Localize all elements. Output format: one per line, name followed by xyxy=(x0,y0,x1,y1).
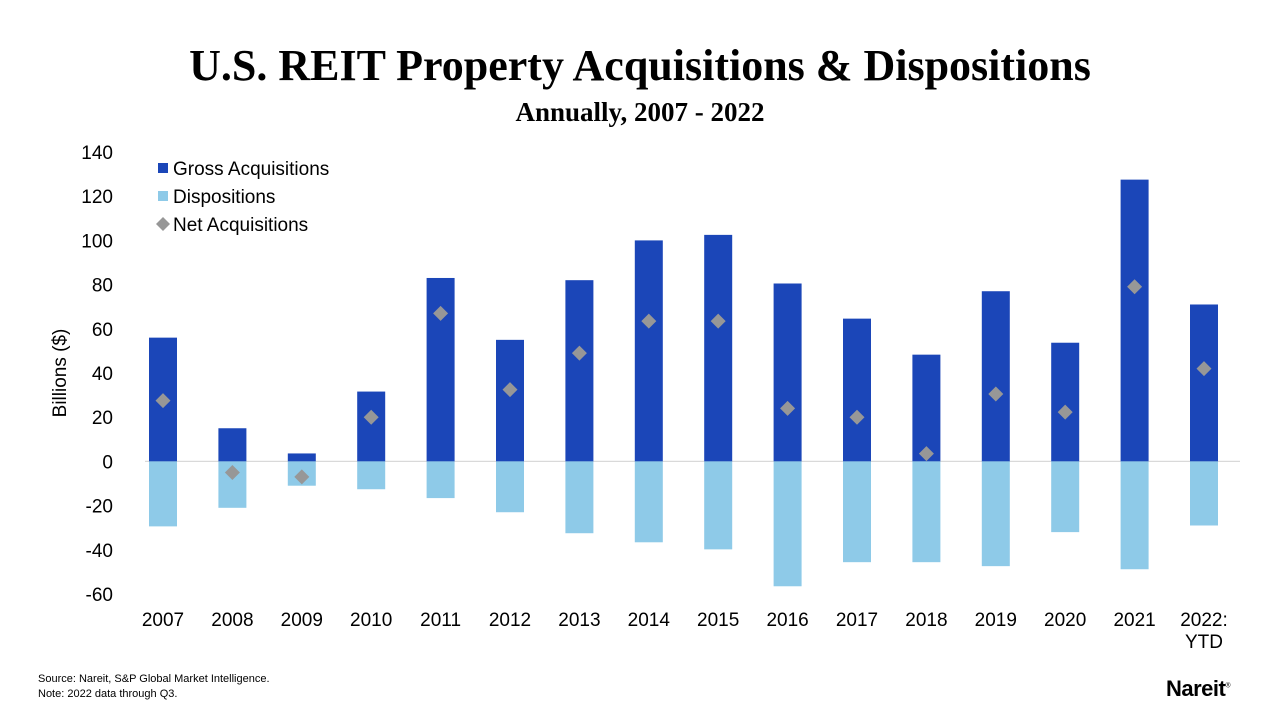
gross-acquisitions-bar xyxy=(912,354,941,462)
net-acquisitions-marker xyxy=(224,464,240,480)
x-tick-label: 2007 xyxy=(142,610,184,631)
net-acquisitions-marker xyxy=(433,305,449,321)
gross-acquisitions-bar xyxy=(1120,179,1149,462)
gross-acquisitions-bar xyxy=(287,453,316,462)
gross-acquisitions-bar xyxy=(773,283,802,462)
gross-acquisitions-bar xyxy=(565,280,594,462)
note-text: Note: 2022 data through Q3. xyxy=(38,688,178,700)
net-acquisitions-marker xyxy=(1196,361,1212,377)
gross-acquisitions-bar xyxy=(704,234,733,462)
net-acquisitions-marker xyxy=(849,409,865,425)
x-tick-label: 2016 xyxy=(766,610,808,631)
gross-acquisitions-bar xyxy=(1051,342,1080,462)
nareit-logo: Nareit® xyxy=(1166,676,1231,701)
x-tick-label: 2020 xyxy=(1044,610,1086,631)
x-tick-label: 2018 xyxy=(905,610,947,631)
x-tick-label: 2017 xyxy=(836,610,878,631)
legend-label: Net Acquisitions xyxy=(173,215,308,236)
x-tick-label: 2009 xyxy=(281,610,323,631)
y-tick-label: 20 xyxy=(92,408,113,429)
dispositions-bar xyxy=(1120,461,1149,570)
x-tick-label: 2008 xyxy=(211,610,253,631)
dispositions-bar xyxy=(149,461,177,527)
x-tick-label: 2013 xyxy=(558,610,600,631)
dispositions-bar xyxy=(704,461,733,550)
net-acquisitions-marker xyxy=(641,313,657,329)
logo-text: Nareit xyxy=(1166,676,1226,701)
net-acquisitions-marker xyxy=(710,313,726,329)
x-tick-label: 2021 xyxy=(1113,610,1155,631)
x-tick-label: 2012 xyxy=(489,610,531,631)
dispositions-bar xyxy=(565,461,594,534)
chart-title: U.S. REIT Property Acquisitions & Dispos… xyxy=(189,41,1091,90)
dispositions-bar xyxy=(426,461,455,499)
y-tick-label: 140 xyxy=(81,143,113,164)
gross-acquisitions-bar xyxy=(634,240,663,462)
net-acquisitions-marker xyxy=(780,400,796,416)
dispositions-bar xyxy=(496,461,524,513)
dispositions-bar xyxy=(1190,461,1218,526)
gross-acquisitions-bar xyxy=(357,391,386,462)
dispositions-bar xyxy=(843,461,871,563)
y-tick-label: -60 xyxy=(86,585,113,606)
y-tick-label: 0 xyxy=(102,452,113,473)
dispositions-bar xyxy=(981,461,1010,567)
net-acquisitions-marker xyxy=(294,469,310,485)
y-tick-label: 80 xyxy=(92,276,113,297)
y-tick-label: -40 xyxy=(86,541,113,562)
y-tick-label: -20 xyxy=(86,497,113,518)
x-tick-label: 2014 xyxy=(628,610,671,631)
legend-label: Gross Acquisitions xyxy=(173,159,329,180)
y-tick-label: 40 xyxy=(92,364,113,385)
y-axis-label: Billions ($) xyxy=(50,329,71,418)
legend-label: Dispositions xyxy=(173,187,275,208)
dispositions-bar xyxy=(773,461,802,587)
source-text: Source: Nareit, S&P Global Market Intell… xyxy=(38,673,270,685)
x-tick-label: 2011 xyxy=(420,610,461,631)
y-tick-label: 100 xyxy=(81,231,113,252)
y-tick-label: 60 xyxy=(92,320,113,341)
legend-swatch xyxy=(158,163,168,173)
x-tick-label: 2022: YTD xyxy=(1180,610,1228,653)
gross-acquisitions-bar xyxy=(1190,304,1218,462)
legend-diamond xyxy=(156,217,170,231)
source-note: Source: Nareit, S&P Global Market Intell… xyxy=(38,672,270,702)
net-acquisitions-marker xyxy=(1127,279,1143,295)
dispositions-bar xyxy=(357,461,386,490)
chart-subtitle: Annually, 2007 - 2022 xyxy=(515,97,765,127)
gross-acquisitions-bar xyxy=(426,277,455,462)
net-acquisitions-marker xyxy=(502,382,518,398)
y-tick-label: 120 xyxy=(81,187,113,208)
net-acquisitions-marker xyxy=(571,345,587,361)
x-tick-label: 2010 xyxy=(350,610,392,631)
gross-acquisitions-bar xyxy=(843,318,871,462)
dispositions-bar xyxy=(912,461,941,563)
dispositions-bar xyxy=(634,461,663,543)
net-acquisitions-marker xyxy=(1057,404,1073,420)
legend-swatch xyxy=(158,191,168,201)
dispositions-bar xyxy=(1051,461,1080,533)
net-acquisitions-marker xyxy=(918,446,934,462)
gross-acquisitions-bar xyxy=(496,339,524,462)
gross-acquisitions-bar xyxy=(218,428,247,462)
gross-acquisitions-bar xyxy=(981,291,1010,462)
net-acquisitions-marker xyxy=(988,386,1004,402)
net-acquisitions-marker xyxy=(155,393,171,409)
x-tick-label: 2015 xyxy=(697,610,739,631)
net-acquisitions-marker xyxy=(363,409,379,425)
x-tick-label: 2019 xyxy=(975,610,1017,631)
